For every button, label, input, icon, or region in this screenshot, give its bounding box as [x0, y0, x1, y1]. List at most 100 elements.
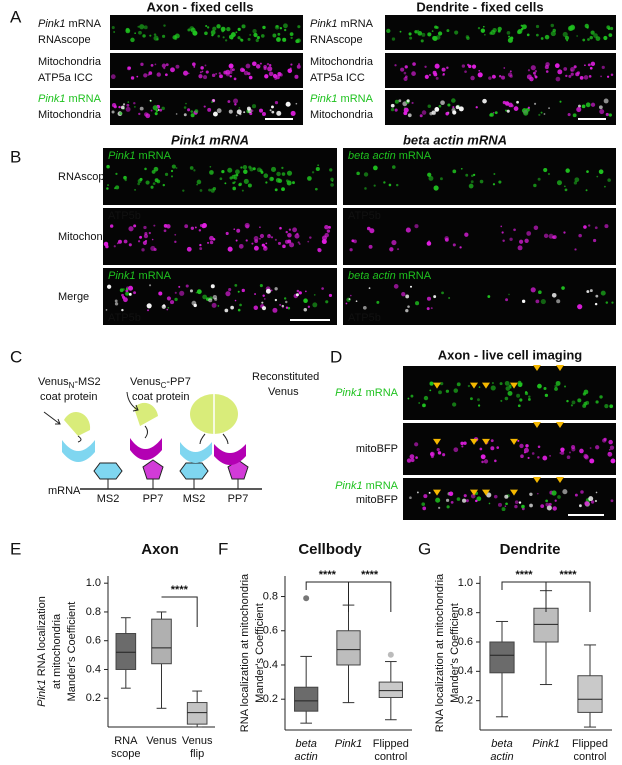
panel-letter: E	[10, 539, 21, 558]
venus-c	[134, 402, 158, 426]
protein-label-part: -MS2	[74, 376, 100, 388]
signal-dot	[282, 244, 286, 249]
signal-dot	[199, 243, 202, 247]
x-tick-label-line: Venus	[182, 735, 213, 747]
signal-dot	[521, 299, 526, 303]
image-label-part: beta actin	[348, 270, 396, 282]
signal-dot	[464, 70, 467, 73]
y-tick-label: 0.8	[86, 606, 101, 618]
signal-dot	[460, 441, 464, 446]
signal-dot	[545, 70, 549, 73]
signal-dot	[233, 181, 236, 184]
signal-dot	[233, 228, 236, 230]
signal-dot	[204, 31, 208, 36]
protein-label: Venus	[268, 386, 299, 398]
signal-dot	[345, 302, 348, 305]
signal-dot	[565, 168, 570, 173]
signal-dot	[196, 179, 202, 185]
signal-dot	[537, 177, 541, 181]
signal-dot	[592, 238, 597, 243]
y-axis-label: Pink1 RNA localization	[36, 596, 48, 707]
y-axis-label: RNA localization at mitochondria	[434, 573, 446, 732]
micrograph-signal	[103, 222, 331, 253]
signal-dot	[253, 32, 258, 38]
signal-dot	[295, 102, 298, 105]
signal-dot	[608, 33, 613, 37]
signal-dot	[508, 293, 510, 296]
signal-dot	[451, 98, 456, 103]
signal-dot	[533, 71, 536, 75]
signal-dot	[261, 111, 266, 117]
micrograph	[343, 148, 616, 205]
signal-dot	[475, 499, 478, 503]
signal-dot	[130, 37, 135, 43]
signal-dot	[543, 386, 547, 390]
signal-dot	[405, 294, 410, 299]
signal-dot	[505, 502, 508, 506]
signal-dot	[438, 390, 442, 395]
signal-dot	[159, 108, 163, 112]
signal-dot	[513, 228, 516, 232]
signal-dot	[269, 109, 272, 112]
row-label: Pink1 mRNA	[38, 18, 102, 30]
signal-dot	[185, 284, 189, 288]
signal-dot	[247, 72, 251, 76]
signal-dot	[170, 175, 174, 178]
signal-dot	[610, 499, 614, 503]
image-label-part: mRNA	[139, 270, 172, 282]
signal-dot	[216, 24, 221, 29]
signal-dot	[247, 183, 252, 188]
signal-dot	[143, 25, 148, 30]
arrowhead	[433, 382, 441, 389]
signal-dot	[454, 30, 459, 35]
signal-dot	[144, 167, 147, 171]
signal-dot	[243, 178, 249, 184]
arrowhead	[470, 489, 478, 496]
signal-dot	[466, 36, 470, 40]
signal-dot	[294, 233, 300, 239]
signal-dot	[199, 71, 202, 74]
signal-dot	[201, 70, 204, 73]
signal-dot	[315, 166, 320, 172]
signal-dot	[550, 30, 556, 37]
signal-dot	[330, 177, 334, 182]
signal-dot	[577, 398, 582, 403]
signal-dot	[119, 111, 123, 115]
signal-dot	[174, 297, 178, 302]
signal-dot	[153, 224, 156, 227]
image-label: Pink1 mRNA	[108, 150, 172, 162]
signal-dot	[554, 63, 560, 69]
signal-dot	[598, 105, 603, 110]
signal-dot	[272, 33, 277, 38]
signal-dot	[531, 452, 535, 455]
y-axis-label-part: RNA localization	[36, 596, 48, 676]
signal-dot	[303, 307, 308, 312]
signal-dot	[544, 393, 549, 398]
outlier	[387, 651, 394, 658]
signal-dot	[517, 404, 521, 408]
signal-dot	[501, 507, 506, 512]
signal-dot	[198, 229, 202, 232]
signal-dot	[479, 447, 483, 451]
signal-dot	[150, 185, 154, 189]
micrograph-signal	[345, 284, 614, 313]
signal-dot	[504, 396, 509, 401]
protein-label-part: Venus	[130, 376, 161, 388]
signal-dot	[212, 111, 218, 117]
signal-dot	[444, 237, 449, 242]
signal-dot	[229, 70, 233, 75]
signal-dot	[453, 447, 459, 453]
signal-dot	[248, 165, 252, 169]
signal-dot	[608, 439, 613, 445]
panel-header: beta actin mRNA	[403, 132, 507, 147]
signal-dot	[481, 460, 484, 464]
ms2-hairpin	[179, 462, 209, 480]
signal-dot	[409, 496, 412, 500]
signal-dot	[456, 497, 461, 501]
signal-dot	[364, 187, 367, 190]
signal-dot	[243, 169, 248, 175]
signal-dot	[222, 36, 225, 39]
micrograph-signal	[409, 489, 614, 512]
row-label-part: mRNA	[366, 387, 399, 399]
micrograph-signal	[111, 23, 301, 44]
